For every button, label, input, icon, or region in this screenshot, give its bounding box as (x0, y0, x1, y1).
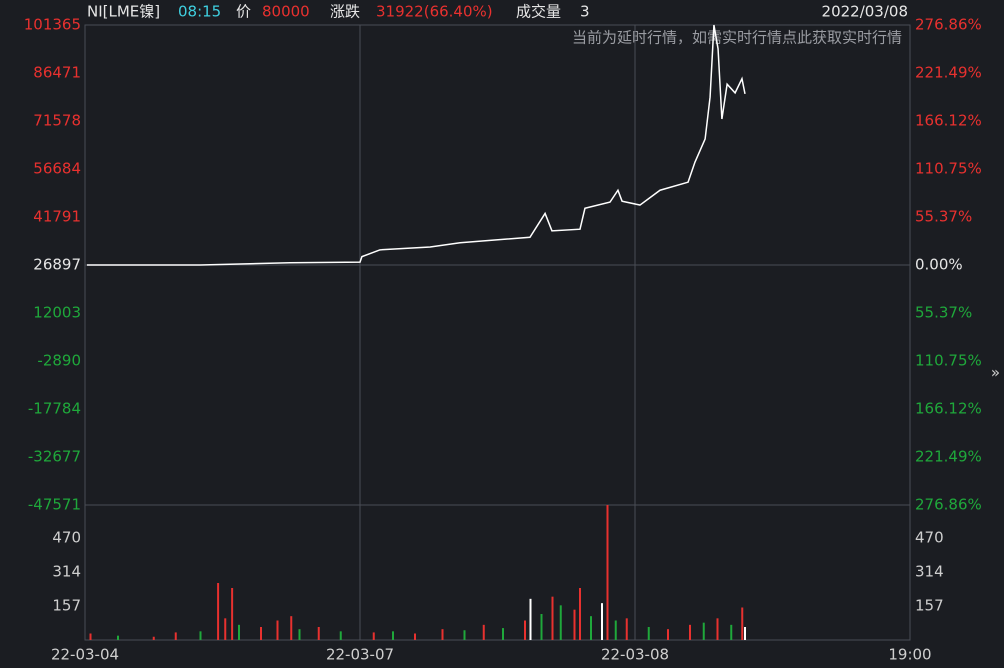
y-tick-label: 71578 (33, 111, 81, 129)
volume-bar (152, 636, 155, 640)
y-tick-label: -17784 (28, 400, 81, 418)
volume-bar (606, 505, 609, 640)
volume-label: 成交量 (516, 3, 561, 21)
volume-bar (441, 629, 444, 640)
symbol: NI[LME镍] (87, 3, 160, 21)
change-label: 涨跌 (330, 3, 360, 21)
volume-bar (117, 635, 119, 640)
volume-bar (502, 628, 504, 640)
volume-bar (702, 622, 705, 640)
y2-tick-label: 276.86% (915, 16, 982, 34)
volume-bar (174, 632, 177, 640)
volume-tick-label: 157 (915, 596, 944, 614)
volume-bar (217, 583, 220, 640)
volume-bar (540, 613, 543, 640)
volume-bar (716, 618, 719, 640)
volume-bar (744, 626, 746, 640)
expand-button[interactable]: » (991, 364, 1000, 382)
volume-bar (231, 587, 234, 640)
y-tick-label: -2890 (37, 351, 81, 369)
volume-bar (529, 598, 532, 640)
volume-bar (730, 624, 733, 640)
volume-tick-label: 314 (915, 562, 944, 580)
y-tick-label: 12003 (33, 304, 81, 322)
y-tick-label: 41791 (33, 207, 81, 225)
y-tick-label: 26897 (33, 256, 81, 274)
volume-bar (392, 631, 394, 640)
delay-notice[interactable]: 当前为延时行情，如需实时行情点此获取实时行情 (572, 29, 902, 47)
volume-bar (199, 631, 202, 640)
x-tick-label: 22-03-08 (601, 646, 669, 664)
volume-bar (482, 624, 485, 640)
date: 2022/03/08 (822, 3, 908, 21)
volume-bar (339, 631, 342, 640)
volume-bar (579, 587, 581, 640)
volume-bar (463, 630, 466, 640)
y-tick-label: 101365 (24, 16, 81, 34)
volume-bar (741, 607, 744, 640)
volume-bar (224, 618, 227, 640)
y-tick-label: -47571 (28, 496, 81, 514)
volume-tick-label: 157 (52, 596, 81, 614)
y2-tick-label: 166.12% (915, 111, 982, 129)
volume-bar (614, 620, 617, 640)
y2-tick-label: 221.49% (915, 448, 982, 466)
price-label: 价 (236, 3, 251, 21)
y-tick-label: 86471 (33, 64, 81, 82)
volume-bar (689, 624, 691, 640)
x-tick-label: 22-03-07 (326, 646, 394, 664)
volume-bar (238, 624, 240, 640)
volume-bar (667, 629, 669, 640)
volume-bar (260, 626, 262, 640)
volume-bar (276, 620, 279, 640)
volume-bar (89, 633, 92, 640)
y-tick-label: 56684 (33, 160, 81, 178)
x-tick-label: 19:00 (888, 646, 931, 664)
volume-bar (590, 616, 592, 640)
volume-tick-label: 470 (52, 529, 81, 547)
y2-tick-label: 55.37% (915, 303, 972, 321)
y2-tick-label: 276.86% (915, 496, 982, 514)
volume-bar (559, 605, 562, 640)
volume: 3 (580, 3, 590, 21)
volume-bar (298, 629, 301, 640)
y2-tick-label: 0.00% (915, 256, 963, 274)
volume-bar (524, 620, 526, 640)
y-tick-label: -32677 (28, 447, 81, 465)
plot-frame (84, 24, 911, 641)
volume-bar (601, 603, 603, 640)
volume-tick-label: 314 (52, 562, 81, 580)
y2-tick-label: 110.75% (915, 159, 982, 177)
time: 08:15 (178, 3, 221, 21)
volume-bar (551, 596, 554, 640)
volume-bar (290, 616, 293, 640)
price-line (86, 24, 746, 266)
volume-bar (414, 633, 416, 640)
y2-tick-label: 55.37% (915, 208, 972, 226)
volume-tick-label: 470 (915, 529, 944, 547)
y2-tick-label: 166.12% (915, 400, 982, 418)
y2-tick-label: 110.75% (915, 352, 982, 370)
change: 31922(66.40%) (376, 3, 493, 21)
volume-bar (573, 609, 576, 640)
volume-bar (317, 626, 320, 640)
volume-bar (625, 618, 628, 640)
volume-bar (647, 626, 650, 640)
y2-tick-label: 221.49% (915, 63, 982, 81)
x-tick-label: 22-03-04 (51, 646, 119, 664)
volume-bar (372, 632, 375, 640)
price: 80000 (262, 3, 310, 21)
